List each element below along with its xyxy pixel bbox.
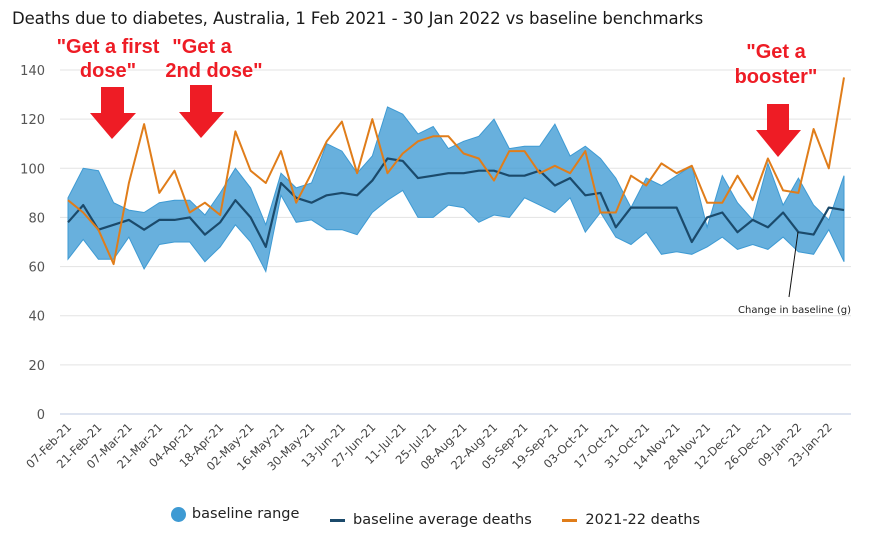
baseline-average-line bbox=[67, 157, 845, 248]
annotation-first-dose: "Get a first dose" bbox=[57, 36, 160, 139]
y-tick-label: 80 bbox=[28, 211, 45, 226]
arrow-down-icon bbox=[90, 87, 136, 139]
y-tick-label: 20 bbox=[28, 359, 45, 374]
gridlines bbox=[60, 69, 851, 415]
x-axis-ticks: 07-Feb-2121-Feb-2107-Mar-2121-Mar-2104-A… bbox=[23, 420, 835, 473]
y-tick-label: 40 bbox=[28, 310, 45, 325]
legend-line-icon bbox=[562, 519, 578, 522]
annotation-second-dose: "Get a 2nd dose" bbox=[165, 36, 263, 138]
annotation-booster-line1: "Get a bbox=[746, 41, 806, 63]
y-axis-ticks: 0 20 40 60 80 100 120 140 bbox=[20, 64, 45, 423]
deaths-2021-22-line bbox=[67, 77, 845, 266]
annotation-booster-line2: booster" bbox=[735, 66, 818, 88]
chart-title: Deaths due to diabetes, Australia, 1 Feb… bbox=[12, 9, 704, 28]
y-tick-label: 0 bbox=[37, 408, 45, 423]
annotation-leader-line bbox=[788, 231, 799, 298]
legend: baseline range baseline average deaths 2… bbox=[0, 506, 871, 528]
legend-item-baseline-average[interactable]: baseline average deaths bbox=[330, 512, 532, 528]
legend-line-icon bbox=[330, 519, 346, 522]
legend-label: 2021-22 deaths bbox=[585, 512, 701, 529]
y-tick-label: 120 bbox=[20, 113, 45, 128]
baseline-range-area bbox=[67, 106, 845, 274]
annotation-second-dose-line1: "Get a bbox=[172, 36, 232, 58]
legend-label: baseline average deaths bbox=[353, 512, 532, 529]
arrow-down-icon bbox=[756, 104, 801, 157]
annotation-first-dose-line2: dose" bbox=[80, 60, 136, 82]
annotation-baseline-change: Change in baseline (g) bbox=[738, 231, 851, 316]
y-tick-label: 140 bbox=[20, 64, 45, 79]
legend-circle-icon bbox=[170, 506, 186, 522]
legend-label: baseline range bbox=[191, 506, 300, 522]
annotation-baseline-change-text: Change in baseline (g) bbox=[738, 305, 851, 316]
legend-item-baseline-range[interactable]: baseline range bbox=[170, 506, 300, 522]
annotation-booster: "Get a booster" bbox=[735, 41, 818, 157]
y-tick-label: 60 bbox=[28, 261, 45, 276]
legend-item-deaths-2021-22[interactable]: 2021-22 deaths bbox=[562, 512, 700, 528]
y-tick-label: 100 bbox=[20, 162, 45, 177]
arrow-down-icon bbox=[179, 85, 224, 138]
annotation-first-dose-line1: "Get a first bbox=[57, 36, 160, 58]
annotation-second-dose-line2: 2nd dose" bbox=[165, 60, 262, 82]
